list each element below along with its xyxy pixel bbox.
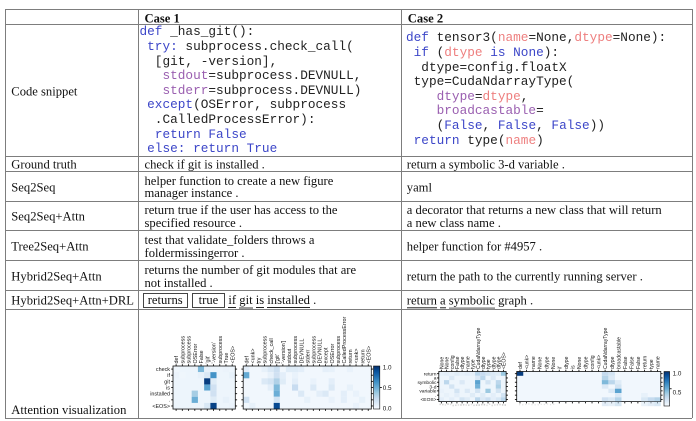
svg-text:<EOS>: <EOS> [420,397,436,403]
svg-text:DEVNULL: DEVNULL [318,339,324,364]
svg-text:dtype: dtype [460,356,466,369]
svg-text:config: config [450,355,456,369]
svg-text:['git': ['git' [275,354,281,363]
svg-text:False: False [623,356,629,369]
svg-text:.: . [169,398,171,404]
svg-text:subprocess: subprocess [263,336,269,364]
svg-text:<EOS>: <EOS> [230,346,236,364]
svg-text:DEVNULL: DEVNULL [299,339,305,364]
svg-text:None: None [577,357,583,369]
svg-text:def: def [174,356,180,364]
svg-text:<unk>: <unk> [525,355,531,369]
svg-text:<EOS>: <EOS> [152,404,170,410]
svg-text:CudaNdarrayType: CudaNdarrayType [603,327,609,369]
svg-text:<unk>: <unk> [597,355,603,369]
svg-text:installed: installed [150,392,170,398]
svg-text:dtype: dtype [584,356,590,369]
svg-text:subprocess: subprocess [336,336,342,364]
svg-text:<unk>: <unk> [250,349,256,364]
svg-text:'git': 'git' [205,356,211,364]
svg-text:.: . [435,394,436,399]
svg-text:if: if [557,366,563,369]
svg-text:if: if [167,373,170,379]
svg-text:None: None [538,357,544,369]
svg-text:type: type [471,359,477,369]
svg-text:check: check [156,367,170,373]
svg-text:subprocess: subprocess [218,336,224,364]
svg-text:config: config [590,355,596,369]
svg-text:subprocess: subprocess [187,336,193,364]
svg-text:return: return [360,349,366,363]
svg-text:0.5: 0.5 [673,389,682,396]
svg-text:<EOS>: <EOS> [366,346,372,364]
svg-text:variable: variable [419,389,436,395]
svg-text:stderr: stderr [305,350,311,364]
svg-text:None: None [439,357,445,369]
svg-text:check_call: check_call [269,338,275,363]
svg-text:<unk>: <unk> [354,349,360,364]
svg-text:name: name [465,356,471,369]
svg-text:except: except [324,347,330,363]
svg-text:subprocess: subprocess [311,336,317,364]
svg-text:dtype: dtype [564,356,570,369]
svg-text:0.5: 0.5 [383,385,392,392]
svg-text:CalledProcessError: CalledProcessError [342,317,348,364]
svg-text:None: None [551,357,557,369]
svg-text:a: a [434,377,437,382]
svg-text:None: None [445,357,451,369]
svg-text:dtype: dtype [496,356,502,369]
svg-text:name: name [656,356,662,369]
svg-text:symbolic: symbolic [417,380,437,386]
svg-text:False: False [455,356,461,369]
svg-text:1.0: 1.0 [383,365,392,372]
svg-text:def: def [244,356,250,364]
svg-text:broadcastable: broadcastable [616,337,622,369]
svg-text:dtype: dtype [544,356,550,369]
svg-text:dtype: dtype [610,356,616,369]
svg-text:return: return [643,356,649,369]
svg-text:git: git [164,379,170,385]
svg-text:is: is [166,385,170,391]
svg-text:False: False [199,350,205,363]
svg-text:subprocess: subprocess [293,336,299,364]
svg-text:return: return [424,371,437,377]
svg-text:type: type [486,359,492,369]
svg-text:dtype: dtype [481,356,487,369]
svg-text:OSError: OSError [330,344,336,364]
svg-text:dtype: dtype [491,356,497,369]
svg-text:False: False [629,356,635,369]
svg-text:True: True [224,353,230,364]
svg-text:return: return [348,349,354,363]
svg-text:CudaNdarrayType: CudaNdarrayType [476,327,482,369]
svg-text:'-version': '-version' [212,342,218,363]
svg-text:<EOS>: <EOS> [502,352,508,369]
svg-text:try: try [257,357,263,363]
svg-text:False: False [636,356,642,369]
svg-text:1.0: 1.0 [673,370,682,377]
svg-text:OSError: OSError [193,344,199,364]
svg-text:subprocess: subprocess [180,336,186,364]
svg-text:is: is [570,365,576,369]
svg-text:type: type [649,359,655,369]
svg-text:0.0: 0.0 [383,405,392,412]
svg-text:name: name [531,356,537,369]
svg-text:def: def [518,361,524,369]
svg-text:'-version']: '-version'] [281,340,287,363]
svg-text:stdout: stdout [287,348,293,363]
svg-text:3-d: 3-d [429,384,436,390]
